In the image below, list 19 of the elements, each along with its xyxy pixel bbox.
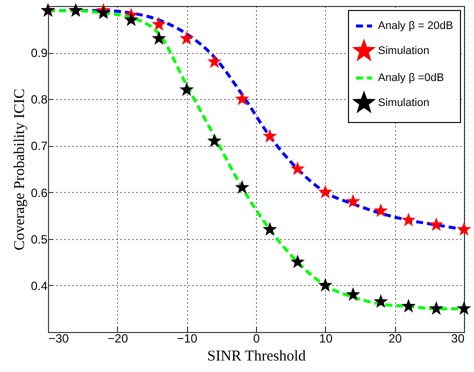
y-tick-label: 0.8 [30,92,48,107]
legend-label: Simulation [378,45,430,57]
y-tick-label: 0.9 [30,46,48,60]
legend-label: Simulation [378,97,430,109]
x-tick-label: 20 [388,332,402,346]
x-tick-label: 0 [253,332,260,346]
legend-label: Analy β =0dB [378,72,444,84]
x-tick-label: −30 [48,332,70,346]
x-tick-label: −20 [108,332,128,346]
y-tick-label: 0.7 [30,139,48,154]
y-tick-label: 0.5 [30,232,48,246]
x-tick-label: 30 [451,332,465,346]
y-tick-label: 0.4 [30,278,48,293]
legend-label: Analy β = 20dB [378,20,454,32]
x-axis-title: SINR Threshold [207,348,306,364]
x-tick-label: −10 [176,332,198,346]
y-axis-title: Coverage Probability ICIC [12,88,28,250]
y-tick-label: 0.6 [30,186,48,200]
x-tick-label: 10 [319,332,333,346]
